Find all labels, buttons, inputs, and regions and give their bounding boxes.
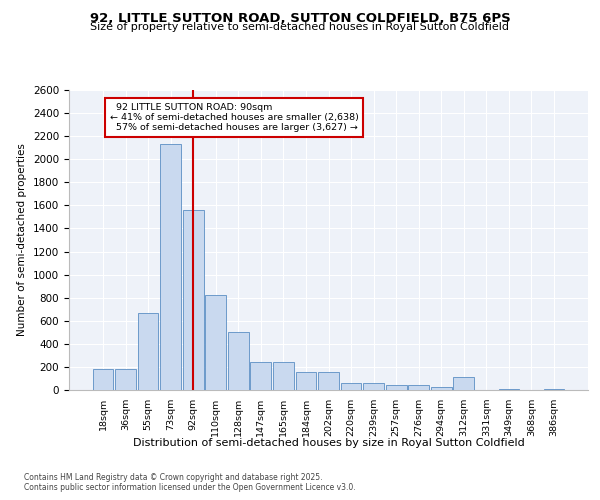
Bar (363, 383, 384, 390)
Bar (92, 369, 113, 390)
Bar (137, 312, 158, 390)
Text: Contains HM Land Registry data © Crown copyright and database right 2025.
Contai: Contains HM Land Registry data © Crown c… (24, 472, 356, 492)
Bar (431, 386, 452, 390)
Bar (341, 383, 361, 390)
Bar (454, 378, 474, 390)
Bar (296, 372, 316, 390)
Bar (544, 389, 565, 390)
Bar (386, 386, 407, 390)
Bar (228, 332, 248, 390)
Text: Distribution of semi-detached houses by size in Royal Sutton Coldfield: Distribution of semi-detached houses by … (133, 438, 524, 448)
Bar (160, 144, 181, 390)
Bar (115, 369, 136, 390)
Y-axis label: Number of semi-detached properties: Number of semi-detached properties (17, 144, 28, 336)
Bar (318, 372, 339, 390)
Bar (205, 296, 226, 390)
Bar (250, 362, 271, 390)
Bar (273, 362, 294, 390)
Text: 92 LITTLE SUTTON ROAD: 90sqm
← 41% of semi-detached houses are smaller (2,638)
 : 92 LITTLE SUTTON ROAD: 90sqm ← 41% of se… (110, 102, 359, 132)
Text: Size of property relative to semi-detached houses in Royal Sutton Coldfield: Size of property relative to semi-detach… (91, 22, 509, 32)
Bar (499, 389, 520, 390)
Text: 92, LITTLE SUTTON ROAD, SUTTON COLDFIELD, B75 6PS: 92, LITTLE SUTTON ROAD, SUTTON COLDFIELD… (89, 12, 511, 26)
Bar (409, 386, 429, 390)
Bar (183, 210, 203, 390)
